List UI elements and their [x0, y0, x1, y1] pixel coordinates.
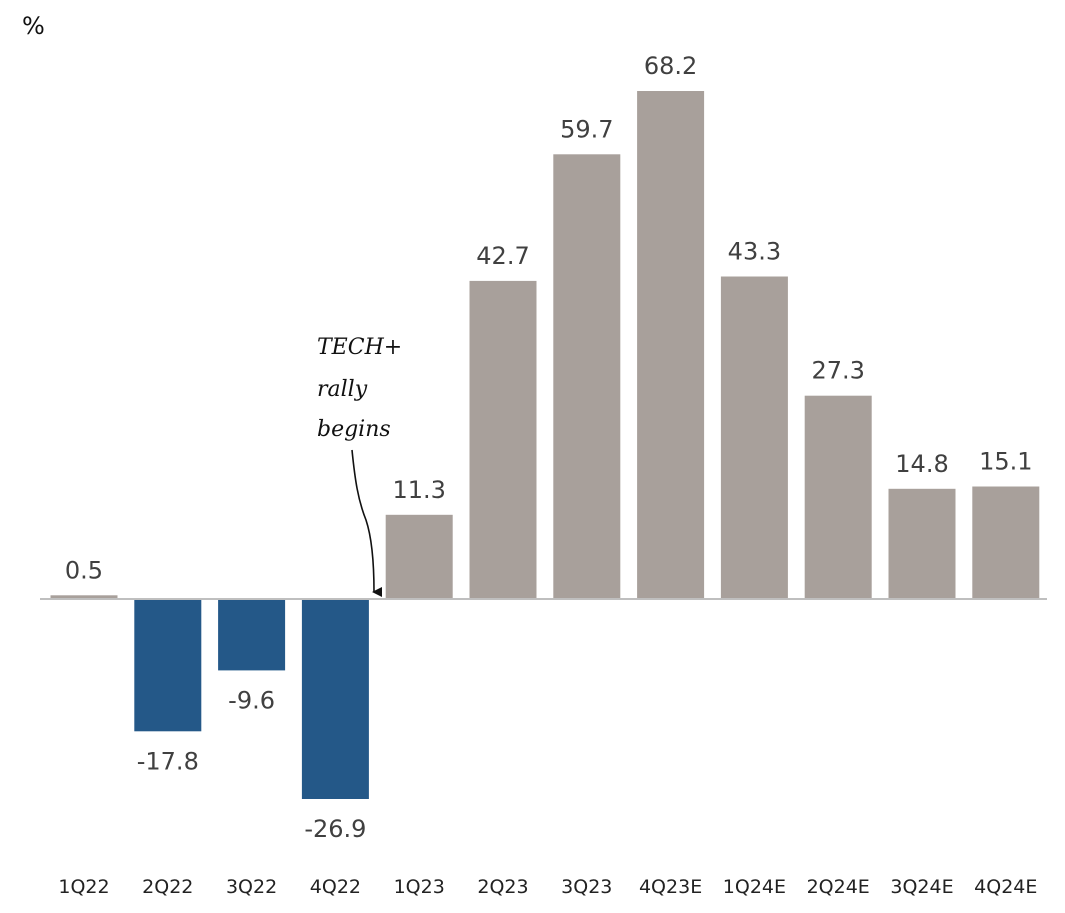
value-label-3q22: -9.6	[228, 686, 275, 714]
tick-label-4q24e: 4Q24E	[974, 876, 1037, 898]
bars-group	[50, 91, 1040, 799]
value-label-3q23: 59.7	[560, 115, 613, 143]
tick-label-3q24e: 3Q24E	[890, 876, 953, 898]
value-label-1q23: 11.3	[392, 476, 445, 504]
tick-label-3q22: 3Q22	[226, 876, 277, 898]
annotation-line-3: begins	[317, 417, 391, 442]
value-label-3q24e: 14.8	[895, 450, 948, 478]
bar-2q24e	[804, 395, 872, 599]
bar-2q23	[469, 280, 537, 599]
bar-3q23	[553, 154, 621, 600]
bar-2q22	[134, 599, 202, 732]
tick-label-4q22: 4Q22	[310, 876, 361, 898]
tick-labels-group: 1Q22 2Q22 3Q22 4Q22 1Q23 2Q23 3Q23 4Q23E 1Q24E 2Q…	[58, 876, 1037, 898]
value-label-2q24e: 27.3	[811, 357, 864, 385]
tick-label-2q22: 2Q22	[142, 876, 193, 898]
bar-3q24e	[888, 488, 956, 599]
annotation: TECH+ rally begins	[317, 335, 402, 597]
tick-label-4q23e: 4Q23E	[639, 876, 702, 898]
tick-label-3q23: 3Q23	[561, 876, 612, 898]
annotation-arrow	[351, 449, 383, 597]
tick-label-2q23: 2Q23	[477, 876, 528, 898]
bar-1q23	[385, 514, 453, 599]
value-label-4q22: -26.9	[304, 815, 366, 843]
annotation-line-1: TECH+	[317, 335, 402, 360]
value-label-1q22: 0.5	[65, 556, 103, 584]
bar-4q24e	[972, 486, 1040, 599]
unit-label: %	[22, 12, 45, 40]
bar-4q22	[301, 599, 369, 799]
bar-1q24e	[720, 276, 788, 599]
tick-label-1q23: 1Q23	[394, 876, 445, 898]
value-labels-group: 0.5 -17.8 -9.6 -26.9 11.3 42.7 59.7 68.2 43.3 27.…	[65, 52, 1033, 843]
value-label-2q23: 42.7	[476, 242, 529, 270]
tick-label-2q24e: 2Q24E	[807, 876, 870, 898]
bar-3q22	[218, 599, 286, 671]
annotation-line-2: rally	[317, 377, 368, 402]
tick-label-1q22: 1Q22	[58, 876, 109, 898]
value-label-4q23e: 68.2	[644, 52, 697, 80]
tick-label-1q24e: 1Q24E	[723, 876, 786, 898]
value-label-1q24e: 43.3	[728, 238, 781, 266]
value-label-4q24e: 15.1	[979, 448, 1032, 476]
bar-1q22	[50, 595, 118, 599]
bar-4q23e	[637, 91, 705, 599]
value-label-2q22: -17.8	[137, 747, 199, 775]
